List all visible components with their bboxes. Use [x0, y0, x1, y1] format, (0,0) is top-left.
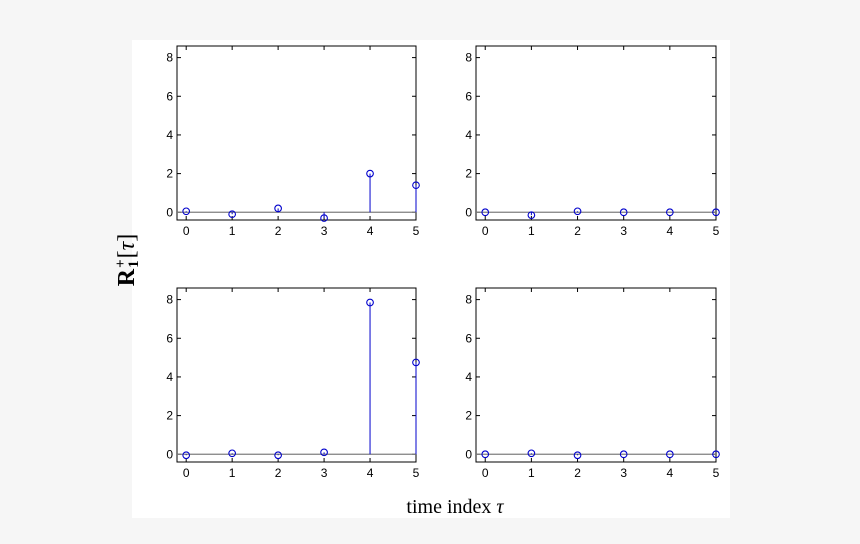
stem-marker: [320, 448, 328, 457]
stem-marker: [481, 450, 490, 459]
x-axis-label: time index τ: [406, 496, 504, 518]
y-tick-label: 8: [166, 51, 173, 65]
y-tick-label: 4: [166, 370, 173, 384]
axes-box: [176, 45, 417, 221]
subplot-top-right: 0 2 4 6 8 0 1 2 3 4 5: [465, 45, 720, 238]
x-tick-label: 0: [482, 224, 489, 238]
x-tick-label: 5: [713, 466, 720, 480]
x-tick-label: 5: [413, 224, 420, 238]
x-tick-label: 0: [183, 466, 190, 480]
stem-marker: [366, 298, 374, 307]
y-axis-label: R +1 [τ]: [112, 233, 143, 287]
stem-marker: [320, 214, 328, 222]
stem-marker: [228, 449, 237, 458]
y-tick-label: 2: [166, 167, 173, 181]
x-tick-label: 0: [482, 466, 489, 480]
y-tick-label: 8: [166, 293, 173, 307]
stem-marker: [274, 451, 282, 460]
stem-marker: [619, 208, 628, 217]
y-tick-label: 6: [166, 89, 173, 103]
x-tick-label: 2: [574, 466, 581, 480]
x-tick-label: 3: [321, 224, 328, 238]
y-tick-label: 0: [465, 205, 472, 219]
stem-marker: [412, 181, 420, 190]
x-tick-label: 1: [528, 224, 535, 238]
y-tick-label: 8: [465, 293, 472, 307]
y-tick-label: 2: [166, 409, 173, 423]
stem-marker: [712, 208, 720, 217]
x-tick-label: 3: [620, 224, 627, 238]
stem-marker: [573, 207, 582, 216]
x-tick-label: 2: [574, 224, 581, 238]
x-tick-label: 4: [667, 466, 674, 480]
y-tick-label: 0: [166, 447, 173, 461]
stem-marker: [527, 449, 536, 458]
y-tick-label: 2: [465, 167, 472, 181]
y-tick-label: 4: [166, 128, 173, 142]
x-tick-label: 3: [321, 466, 328, 480]
y-tick-label: 6: [465, 89, 472, 103]
y-tick-label: 4: [465, 128, 472, 142]
y-tick-label: 6: [166, 331, 173, 345]
stem-marker: [619, 450, 628, 459]
y-tick-label: 6: [465, 331, 472, 345]
stem-marker: [366, 169, 374, 178]
stem-marker: [412, 358, 420, 367]
x-tick-label: 1: [528, 466, 535, 480]
x-tick-label: 2: [275, 224, 282, 238]
x-tick-label: 5: [413, 466, 420, 480]
x-tick-label: 4: [667, 224, 674, 238]
stem-marker: [228, 210, 237, 219]
y-tick-label: 2: [465, 409, 472, 423]
stem-marker: [665, 208, 674, 217]
x-tick-label: 5: [713, 224, 720, 238]
x-tick-label: 1: [229, 466, 236, 480]
stem-marker: [182, 207, 191, 216]
x-tick-label: 2: [275, 466, 282, 480]
y-tick-label: 4: [465, 370, 472, 384]
y-tick-label: 8: [465, 51, 472, 65]
stem-marker: [527, 211, 536, 220]
subplot-top-left: 0 2 4 6 8 0 1 2 3 4 5: [166, 45, 420, 238]
x-tick-label: 3: [620, 466, 627, 480]
x-tick-label: 0: [183, 224, 190, 238]
stem-marker: [712, 450, 720, 459]
x-tick-label: 1: [229, 224, 236, 238]
subplot-bottom-left: 0 2 4 6 8 0 1 2 3 4 5: [166, 287, 420, 480]
stem-marker: [182, 451, 191, 460]
y-tick-label: 0: [465, 447, 472, 461]
subplot-bottom-right: 0 2 4 6 8 0 1 2 3 4 5: [465, 287, 720, 480]
stem-marker: [665, 450, 674, 459]
stem-marker: [481, 208, 490, 217]
x-tick-label: 4: [367, 466, 374, 480]
y-tick-label: 0: [166, 205, 173, 219]
stem-marker: [274, 204, 282, 213]
stem-marker: [573, 451, 582, 460]
axes-box: [475, 45, 717, 221]
axes-box: [475, 287, 717, 463]
x-tick-label: 4: [367, 224, 374, 238]
axes-box: [176, 287, 417, 463]
